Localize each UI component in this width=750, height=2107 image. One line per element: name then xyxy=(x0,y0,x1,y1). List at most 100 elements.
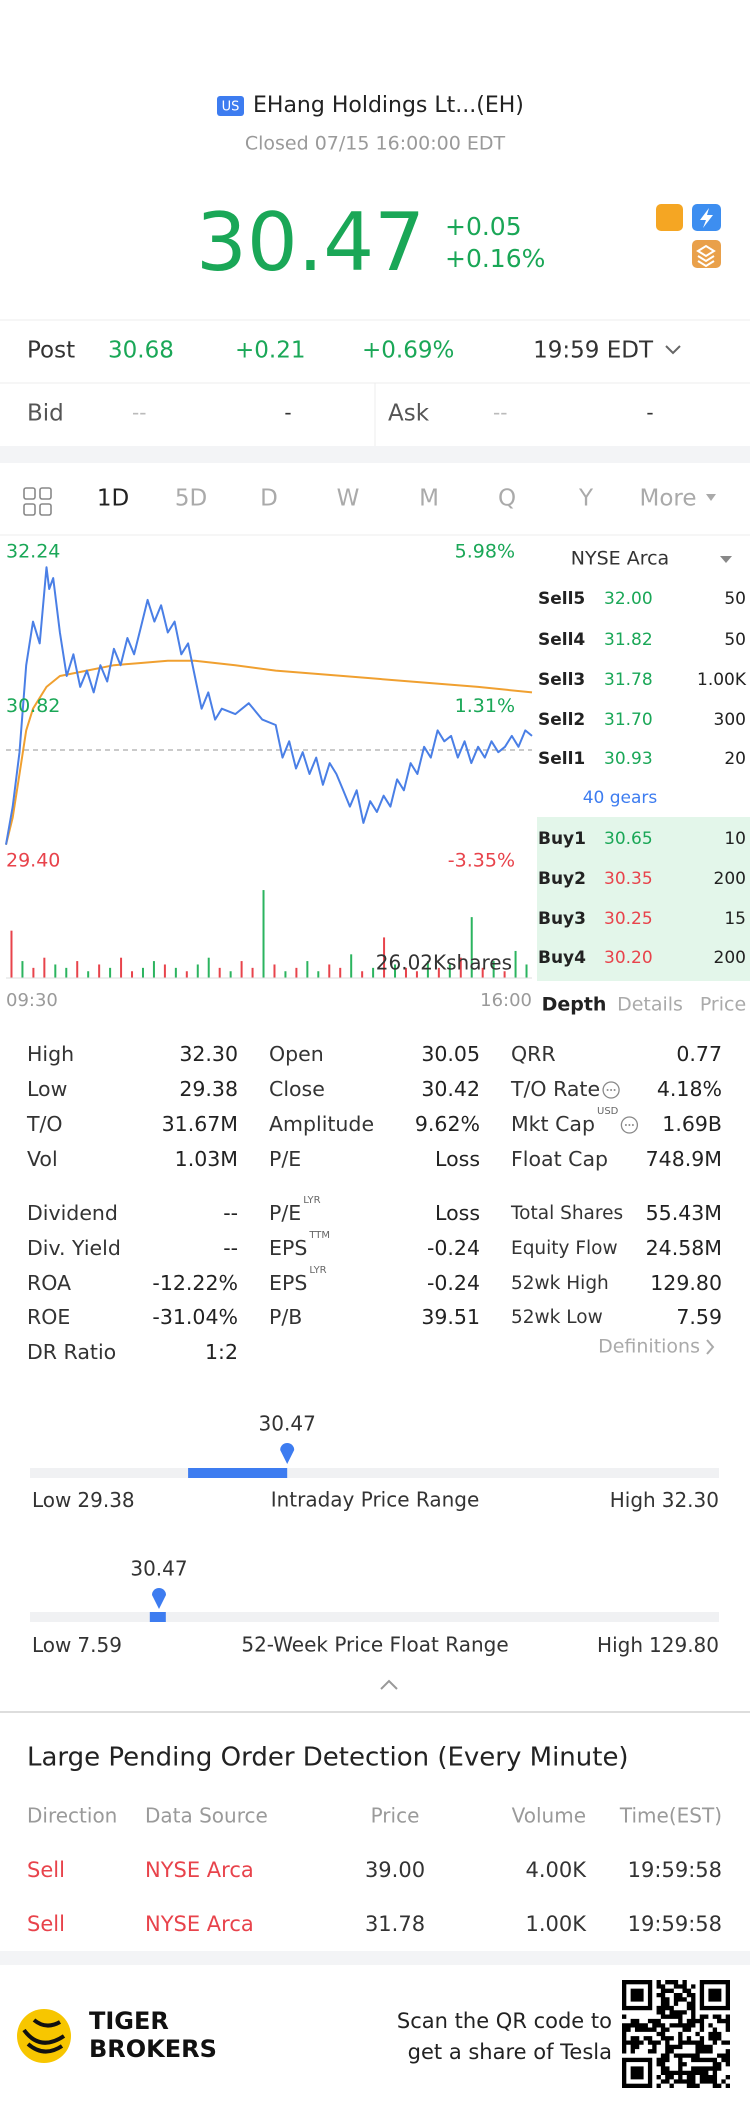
table-cell: NYSE Arca xyxy=(145,1912,254,1936)
stat-label: 52wk Low xyxy=(511,1307,603,1328)
order-size: 15 xyxy=(724,909,746,929)
column-header: Price xyxy=(371,1804,420,1828)
section-gap xyxy=(0,446,750,463)
range-current: 30.47 xyxy=(130,1557,187,1581)
y2-tick-label: 5.98% xyxy=(455,541,515,563)
stat-label: High xyxy=(27,1042,74,1066)
stat-label: DR Ratio xyxy=(27,1340,116,1364)
period-tab[interactable]: More xyxy=(639,486,696,512)
stat-label: EPS xyxy=(269,1271,307,1295)
market-badge xyxy=(217,96,244,116)
info-dot xyxy=(610,1089,613,1091)
info-icon[interactable] xyxy=(620,1116,639,1134)
period-tab[interactable]: 5D xyxy=(175,486,207,512)
order-level: Buy2 xyxy=(538,869,586,889)
stat-label: ROA xyxy=(27,1271,71,1295)
icon-dollar[interactable] xyxy=(656,204,683,231)
stat-label: P/E xyxy=(269,1201,301,1225)
book-tab[interactable]: Details xyxy=(617,994,683,1016)
stat-label: Open xyxy=(269,1042,324,1066)
column-header: Data Source xyxy=(145,1804,268,1828)
exchange-select[interactable]: NYSE Arca xyxy=(571,548,669,570)
volume-bar xyxy=(240,961,243,978)
column-header: Volume xyxy=(512,1804,586,1828)
stat-label: Close xyxy=(269,1077,325,1101)
period-tab[interactable]: D xyxy=(260,486,278,512)
stat-value: 32.30 xyxy=(179,1042,238,1066)
volume-bar xyxy=(141,967,144,978)
info-dot xyxy=(606,1089,609,1091)
volume-bar xyxy=(383,937,386,978)
icon-layers[interactable] xyxy=(692,240,721,268)
y-tick-label: 32.24 xyxy=(6,541,60,563)
buy-background xyxy=(537,817,750,981)
bid-size: - xyxy=(284,401,291,425)
definitions-link[interactable]: Definitions xyxy=(598,1336,700,1358)
average-line xyxy=(5,659,533,845)
info-dot xyxy=(631,1124,634,1126)
ask-price: -- xyxy=(493,401,507,425)
chevron-down[interactable] xyxy=(665,345,681,355)
gears-link[interactable]: 40 gears xyxy=(583,788,658,808)
volume-bar xyxy=(262,890,265,978)
table-cell: 39.00 xyxy=(365,1858,425,1882)
layout-icon xyxy=(23,503,36,516)
volume-bar xyxy=(185,971,188,978)
x-tick-label: 16:00 xyxy=(480,990,532,1011)
volume-bar xyxy=(98,964,101,978)
stat-superscript: TTM xyxy=(308,1230,330,1241)
order-size: 1.00K xyxy=(697,670,747,690)
book-tab[interactable]: Depth xyxy=(542,994,607,1016)
stat-value: -12.22% xyxy=(152,1271,238,1295)
stat-value: 748.9M xyxy=(646,1147,722,1171)
volume-bar xyxy=(32,967,35,978)
order-level: Buy4 xyxy=(538,948,586,968)
price-change-pct: +0.16% xyxy=(445,244,545,273)
post-price: 30.68 xyxy=(108,338,174,364)
volume-bar xyxy=(207,957,210,978)
stat-label: Equity Flow xyxy=(511,1238,618,1259)
volume-bar xyxy=(339,967,342,978)
info-dot xyxy=(628,1124,631,1126)
stat-superscript: USD xyxy=(597,1106,619,1117)
qr-finder xyxy=(621,2057,653,2088)
info-dot xyxy=(624,1124,627,1126)
volume-bar xyxy=(43,957,46,978)
volume-bar xyxy=(437,967,440,978)
volume-bar xyxy=(131,971,134,978)
stat-value: 0.77 xyxy=(676,1042,722,1066)
post-change: +0.21 xyxy=(235,338,305,364)
book-tab[interactable]: Price xyxy=(700,994,746,1016)
info-icon[interactable] xyxy=(602,1081,620,1099)
section-gap xyxy=(0,1951,750,1965)
stat-label: QRR xyxy=(511,1042,556,1066)
info-dot xyxy=(613,1089,616,1091)
stat-value: Loss xyxy=(435,1201,480,1225)
order-size: 50 xyxy=(724,630,746,650)
volume-bar xyxy=(174,967,177,978)
period-tab[interactable]: M xyxy=(419,486,439,512)
order-price: 30.65 xyxy=(604,829,653,849)
qr-finder xyxy=(699,1980,730,2011)
order-size: 10 xyxy=(724,829,746,849)
table-cell: 31.78 xyxy=(365,1912,425,1936)
volume-bar xyxy=(120,957,123,978)
stat-value: -- xyxy=(223,1236,238,1260)
table-cell: NYSE Arca xyxy=(145,1858,254,1882)
volume-bar xyxy=(10,930,13,978)
range-high: High 129.80 xyxy=(597,1633,719,1657)
volume-label: 26.02Kshares xyxy=(376,951,512,975)
period-tab[interactable]: Y xyxy=(578,486,594,512)
period-tab[interactable]: Q xyxy=(498,486,516,512)
period-tab[interactable]: W xyxy=(337,486,360,512)
stat-label: EPS xyxy=(269,1236,307,1260)
volume-bar xyxy=(306,961,309,978)
stat-value: 9.62% xyxy=(415,1112,480,1136)
stat-value: 1.69B xyxy=(662,1112,722,1136)
price-line xyxy=(5,566,533,845)
order-price: 31.70 xyxy=(604,710,653,730)
volume-bar xyxy=(514,950,517,978)
period-tab[interactable]: 1D xyxy=(97,486,129,512)
collapse-chevron[interactable] xyxy=(380,1679,398,1690)
